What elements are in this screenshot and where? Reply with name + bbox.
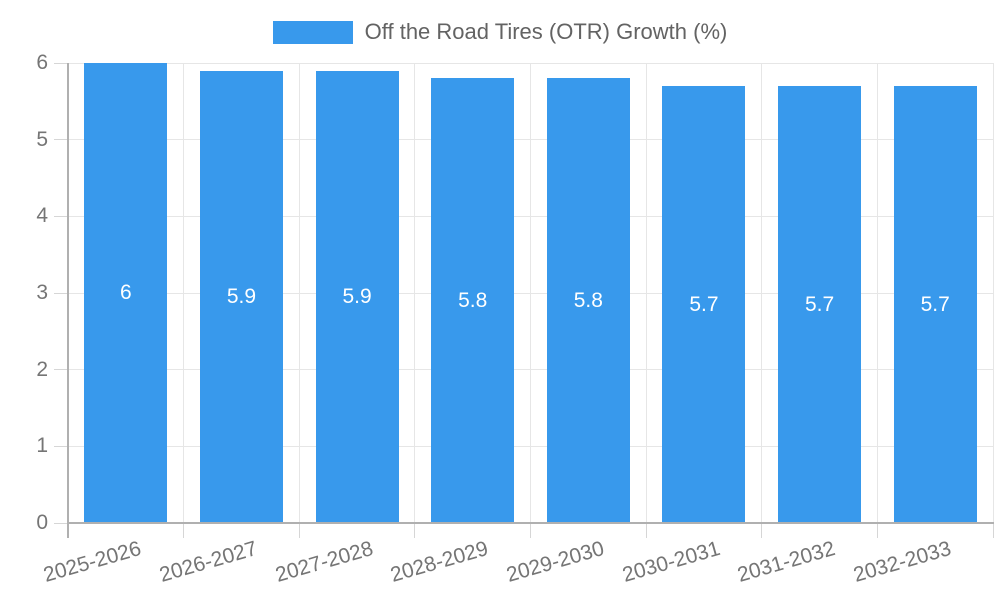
- bar-value-label: 5.8: [458, 288, 488, 312]
- x-axis-category-label: 2028-2029: [388, 537, 492, 587]
- y-tick-mark: [54, 62, 68, 64]
- x-axis-category-label: 2025-2026: [41, 537, 145, 587]
- v-gridline: [414, 63, 416, 523]
- x-axis-category-label: 2031-2032: [735, 537, 838, 587]
- v-gridline: [183, 63, 185, 523]
- bar-value-label: 5.8: [573, 288, 603, 312]
- x-tick-mark: [298, 523, 300, 538]
- y-axis-tick-label: 6: [36, 51, 48, 74]
- y-tick-mark: [54, 292, 68, 294]
- x-tick-mark: [183, 523, 185, 538]
- bar[interactable]: [778, 86, 862, 523]
- y-tick-mark: [54, 445, 68, 447]
- chart-legend[interactable]: Off the Road Tires (OTR) Growth (%): [0, 20, 1000, 44]
- y-axis-tick-label: 4: [36, 204, 48, 228]
- y-axis-tick-label: 1: [36, 434, 48, 458]
- x-tick-mark: [414, 523, 416, 538]
- bar[interactable]: [893, 86, 977, 523]
- x-tick-mark: [530, 523, 531, 538]
- bar-value-label: 5.7: [804, 292, 835, 316]
- bar[interactable]: [662, 86, 746, 523]
- bar[interactable]: [199, 70, 283, 523]
- x-tick-mark: [761, 523, 763, 538]
- y-axis-tick-label: 0: [36, 511, 48, 534]
- y-axis-tick-label: 5: [36, 127, 48, 151]
- x-axis-category-label: 2026-2027: [156, 537, 260, 587]
- bar-value-label: 5.9: [226, 284, 257, 308]
- y-tick-mark: [54, 139, 68, 141]
- bar-value-label: 5.7: [689, 292, 719, 316]
- y-tick-mark: [54, 522, 68, 524]
- x-axis-category-label: 2029-2030: [503, 537, 607, 587]
- v-gridline: [530, 63, 531, 523]
- v-gridline: [876, 63, 878, 523]
- bar-value-label: 5.7: [920, 292, 950, 316]
- x-axis-line: [67, 522, 994, 524]
- v-gridline: [645, 63, 647, 523]
- x-axis-category-label: 2032-2033: [850, 537, 954, 587]
- y-axis-tick-label: 3: [36, 281, 48, 304]
- x-tick-mark: [992, 523, 994, 538]
- bar[interactable]: [315, 70, 399, 523]
- bar[interactable]: [431, 78, 515, 523]
- v-gridline: [298, 63, 300, 523]
- x-tick-mark: [876, 523, 878, 538]
- x-tick-mark: [645, 523, 647, 538]
- bar-value-label: 5.9: [342, 284, 372, 308]
- y-axis-line: [67, 63, 69, 538]
- bar-value-label: 6: [119, 281, 132, 304]
- y-tick-mark: [54, 215, 68, 217]
- legend-label: Off the Road Tires (OTR) Growth (%): [364, 19, 728, 44]
- x-axis-category-label: 2030-2031: [619, 537, 723, 587]
- legend-swatch-icon: [272, 20, 353, 44]
- y-tick-mark: [54, 369, 68, 371]
- bar[interactable]: [546, 78, 630, 523]
- v-gridline: [992, 63, 994, 523]
- bar[interactable]: [84, 63, 168, 523]
- y-axis-tick-label: 2: [36, 357, 48, 381]
- v-gridline: [761, 63, 763, 523]
- x-axis-category-label: 2027-2028: [272, 537, 376, 587]
